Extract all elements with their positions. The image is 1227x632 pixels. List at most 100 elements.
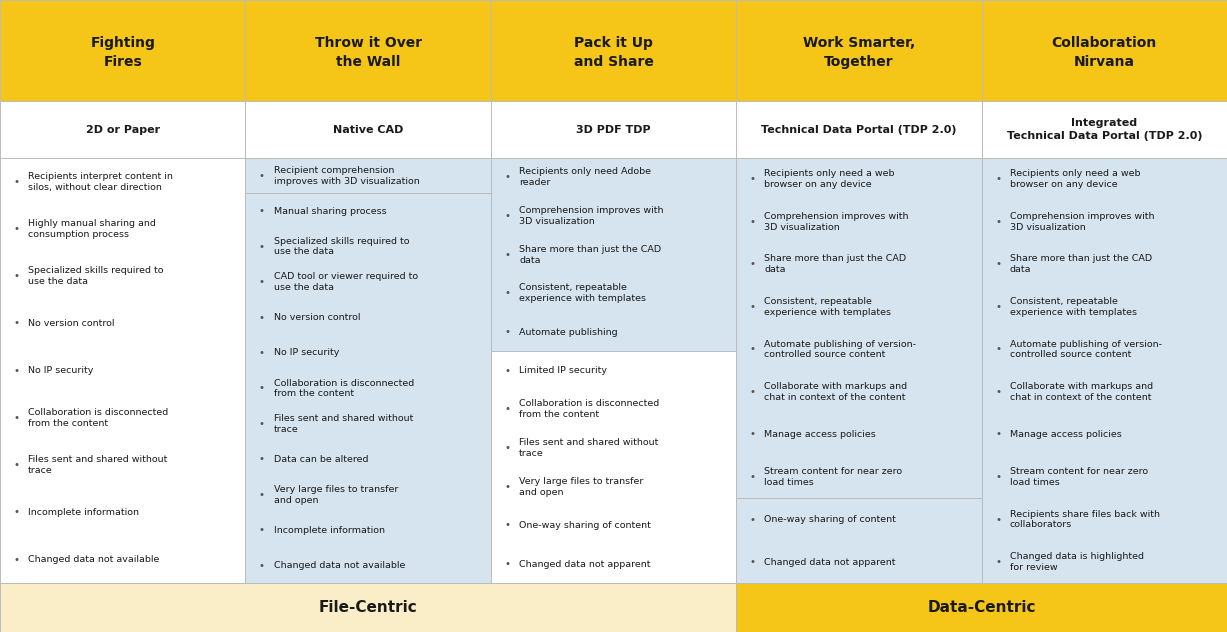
Polygon shape [0,101,245,158]
Text: Collaboration is disconnected
from the content: Collaboration is disconnected from the c… [519,399,659,419]
Text: •: • [13,319,20,329]
Text: •: • [995,387,1001,397]
Text: •: • [504,559,510,569]
Polygon shape [736,0,982,101]
Text: Manual sharing process: Manual sharing process [274,207,387,216]
Text: •: • [995,514,1001,525]
Text: •: • [259,419,265,429]
Text: •: • [995,259,1001,269]
Text: •: • [259,241,265,252]
Text: •: • [504,288,510,298]
Text: 3D PDF TDP: 3D PDF TDP [577,125,650,135]
Text: •: • [995,217,1001,227]
Text: Data can be altered: Data can be altered [274,455,368,464]
Polygon shape [491,0,736,101]
Text: Manage access policies: Manage access policies [764,430,876,439]
Polygon shape [0,0,245,101]
Text: Recipients only need a web
browser on any device: Recipients only need a web browser on an… [1010,169,1140,189]
Text: •: • [13,507,20,518]
Text: •: • [750,174,756,185]
Text: •: • [995,344,1001,355]
Text: Integrated
Technical Data Portal (TDP 2.0): Integrated Technical Data Portal (TDP 2.… [1006,118,1202,141]
Polygon shape [491,158,736,583]
Text: Highly manual sharing and
consumption process: Highly manual sharing and consumption pr… [28,219,156,239]
Polygon shape [982,158,1227,583]
Text: •: • [259,206,265,216]
Text: •: • [750,430,756,439]
Text: •: • [259,525,265,535]
Text: •: • [259,454,265,465]
Text: •: • [259,561,265,571]
Text: •: • [504,443,510,453]
Text: Fighting
Fires: Fighting Fires [91,37,155,69]
Text: •: • [259,171,265,181]
Text: Comprehension improves with
3D visualization: Comprehension improves with 3D visualiza… [764,212,909,232]
Text: •: • [750,344,756,355]
Polygon shape [736,158,982,583]
Text: Consistent, repeatable
experience with templates: Consistent, repeatable experience with t… [519,284,647,303]
Text: Comprehension improves with
3D visualization: Comprehension improves with 3D visualiza… [1010,212,1155,232]
Text: •: • [259,277,265,287]
Text: File-Centric: File-Centric [319,600,417,615]
Text: Very large files to transfer
and open: Very large files to transfer and open [274,485,398,504]
Polygon shape [245,158,491,193]
Text: •: • [259,490,265,500]
Text: Work Smarter,
Together: Work Smarter, Together [802,37,915,69]
Text: Incomplete information: Incomplete information [274,526,384,535]
Text: •: • [750,472,756,482]
Text: No IP security: No IP security [274,348,339,358]
Text: Incomplete information: Incomplete information [28,508,139,517]
Polygon shape [982,0,1227,101]
Text: •: • [259,348,265,358]
Text: Share more than just the CAD
data: Share more than just the CAD data [764,255,907,274]
Polygon shape [245,0,491,101]
Polygon shape [736,158,982,498]
Text: •: • [995,174,1001,185]
Text: Specialized skills required to
use the data: Specialized skills required to use the d… [274,237,409,257]
Polygon shape [736,101,982,158]
Text: Collaboration is disconnected
from the content: Collaboration is disconnected from the c… [28,408,168,428]
Text: •: • [750,557,756,567]
Text: •: • [13,460,20,470]
Polygon shape [982,101,1227,158]
Text: One-way sharing of content: One-way sharing of content [519,521,650,530]
Polygon shape [0,583,736,632]
Text: Automate publishing of version-
controlled source content: Automate publishing of version- controll… [1010,339,1162,359]
Polygon shape [0,158,245,583]
Text: Automate publishing: Automate publishing [519,327,617,336]
Text: •: • [995,430,1001,439]
Text: •: • [504,482,510,492]
Text: Collaboration is disconnected
from the content: Collaboration is disconnected from the c… [274,379,413,398]
Text: •: • [995,472,1001,482]
Text: No IP security: No IP security [28,366,93,375]
Text: •: • [504,520,510,530]
Text: •: • [504,173,510,183]
Text: •: • [13,224,20,234]
Text: Manage access policies: Manage access policies [1010,430,1121,439]
Polygon shape [245,101,491,158]
Text: •: • [13,176,20,186]
Text: One-way sharing of content: One-way sharing of content [764,515,896,524]
Text: •: • [750,217,756,227]
Text: Consistent, repeatable
experience with templates: Consistent, repeatable experience with t… [764,297,892,317]
Text: Changed data not apparent: Changed data not apparent [764,557,896,566]
Text: Comprehension improves with
3D visualization: Comprehension improves with 3D visualiza… [519,206,664,226]
Text: Recipients interpret content in
silos, without clear direction: Recipients interpret content in silos, w… [28,172,173,191]
Polygon shape [245,158,491,583]
Text: Files sent and shared without
trace: Files sent and shared without trace [28,455,168,475]
Text: Native CAD: Native CAD [333,125,404,135]
Text: 2D or Paper: 2D or Paper [86,125,160,135]
Text: •: • [504,250,510,260]
Text: Changed data not available: Changed data not available [274,561,405,570]
Text: •: • [504,327,510,337]
Text: •: • [504,404,510,415]
Text: Collaboration
Nirvana: Collaboration Nirvana [1052,37,1157,69]
Text: Recipients only need a web
browser on any device: Recipients only need a web browser on an… [764,169,894,189]
Text: Changed data is highlighted
for review: Changed data is highlighted for review [1010,552,1144,572]
Text: Recipients share files back with
collaborators: Recipients share files back with collabo… [1010,509,1160,530]
Text: No version control: No version control [274,313,360,322]
Text: No version control: No version control [28,319,114,328]
Text: •: • [750,387,756,397]
Text: Recipient comprehension
improves with 3D visualization: Recipient comprehension improves with 3D… [274,166,420,186]
Polygon shape [491,101,736,158]
